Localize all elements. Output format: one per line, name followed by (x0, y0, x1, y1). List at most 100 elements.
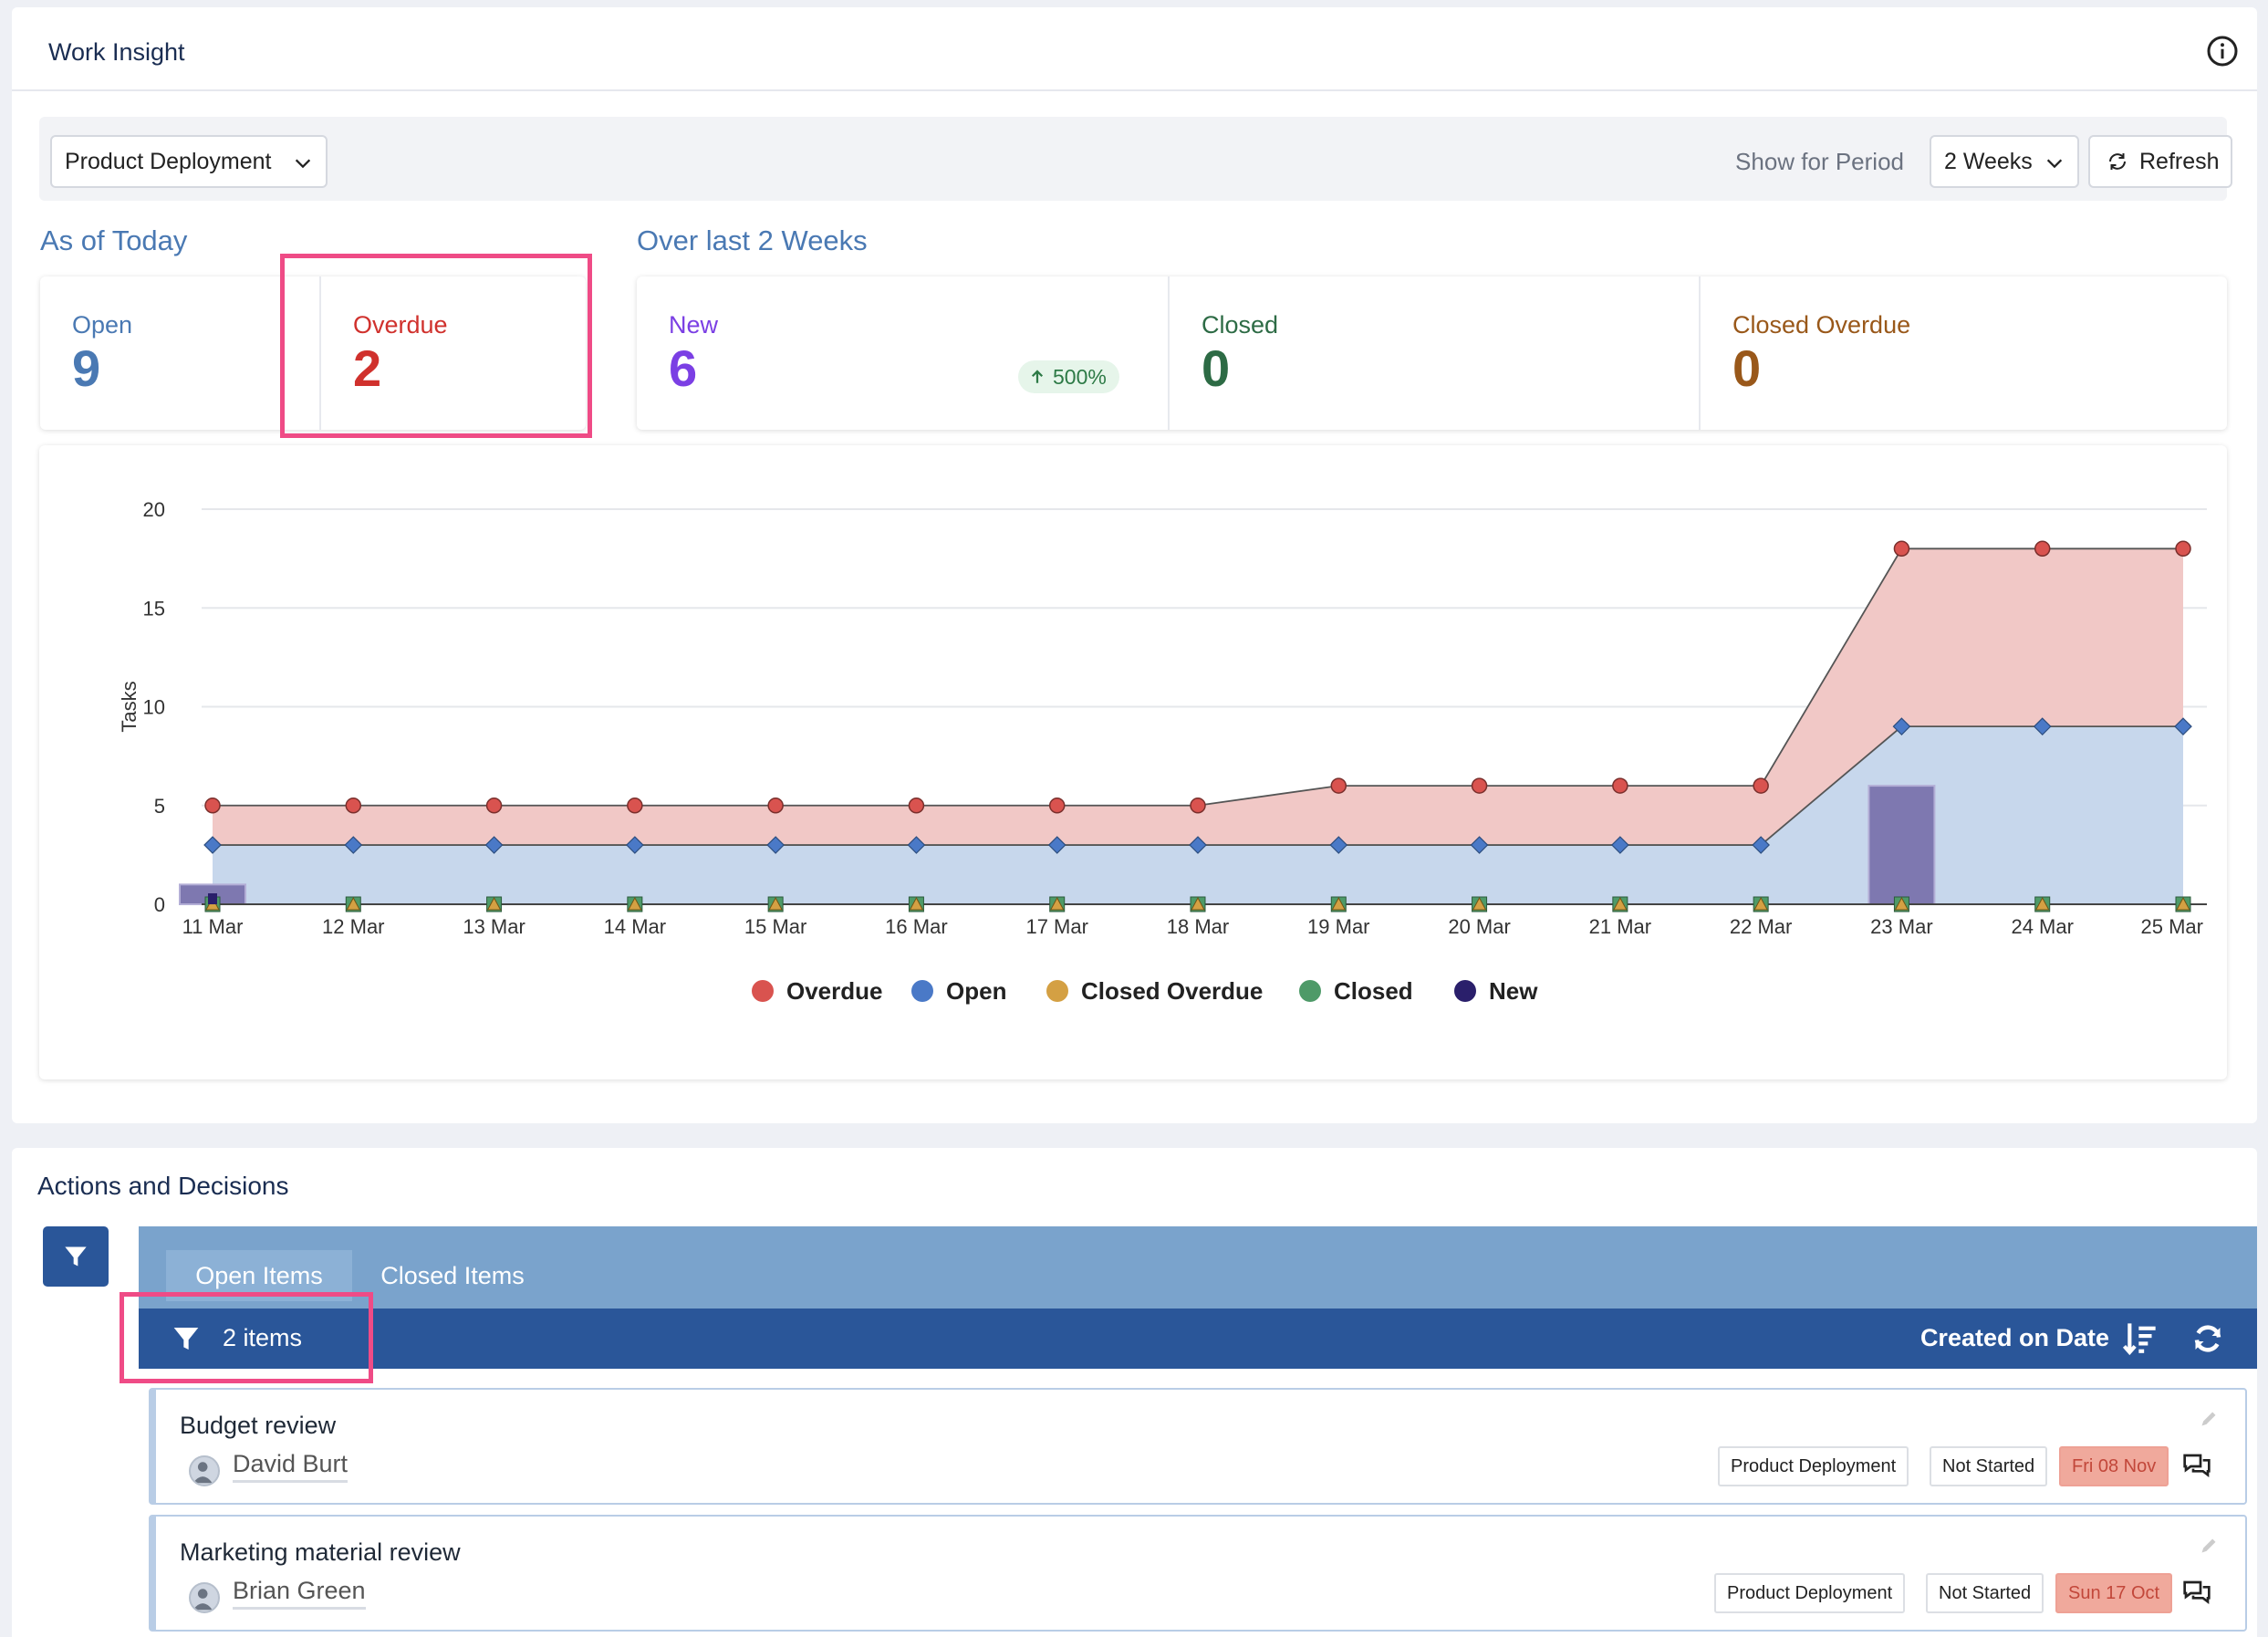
panel-title: Work Insight (48, 38, 185, 66)
filter-button[interactable] (43, 1226, 109, 1287)
period-stats-card: New 6 500% Closed 0 Closed Overdue 0 (637, 276, 2227, 430)
filter-toolbar: Product Deployment Show for Period 2 Wee… (39, 117, 2232, 201)
open-point (626, 836, 644, 854)
legend-label: Closed (1334, 977, 1413, 1005)
open-point (203, 836, 222, 854)
actions-title: Actions and Decisions (37, 1172, 289, 1200)
x-tick-label: 15 Mar (744, 915, 806, 938)
info-icon[interactable] (2206, 35, 2239, 68)
actions-decisions-panel: Actions and Decisions Open Items Closed … (12, 1148, 2257, 1637)
period-select[interactable]: 2 Weeks (1930, 135, 2079, 188)
items-header-bar: 2 items Created on Date (139, 1309, 2257, 1369)
closed-stat-value: 0 (1202, 339, 1231, 397)
legend-marker (1046, 980, 1068, 1002)
sort-descending-icon[interactable] (2122, 1320, 2159, 1357)
open-point (484, 836, 504, 854)
legend-label: Overdue (786, 977, 883, 1005)
x-tick-label: 18 Mar (1167, 915, 1229, 938)
legend-marker (1454, 980, 1476, 1002)
today-stats-card: Open 9 Overdue 2 (40, 276, 586, 430)
closed-overdue-point (628, 896, 642, 911)
due-date-tag[interactable]: Fri 08 Nov (2059, 1446, 2169, 1486)
y-tick-label: 10 (143, 696, 165, 719)
stat-divider (1168, 276, 1170, 430)
overdue-point (2034, 540, 2051, 558)
open-stat[interactable]: Open 9 (40, 276, 305, 430)
change-badge: 500% (1018, 360, 1119, 393)
x-tick-label: 11 Mar (182, 915, 244, 938)
overdue-point (767, 798, 784, 814)
list-item[interactable]: Budget review David Burt Product Deploym… (149, 1388, 2247, 1505)
x-tick-label: 23 Mar (1870, 915, 1932, 938)
open-point (1047, 836, 1066, 854)
x-tick-label: 22 Mar (1730, 915, 1792, 938)
closed-stat[interactable]: Closed 0 (1170, 276, 1699, 430)
legend-marker (1299, 980, 1321, 1002)
open-point (1892, 717, 1911, 735)
open-area (213, 726, 2183, 904)
new-stat[interactable]: New 6 500% (637, 276, 1168, 430)
overdue-point (1330, 777, 1347, 794)
comment-icon[interactable] (2181, 1579, 2212, 1608)
closed-overdue-stat[interactable]: Closed Overdue 0 (1701, 276, 2227, 430)
legend-marker (911, 980, 933, 1002)
item-person[interactable]: Brian Green (233, 1577, 366, 1610)
work-insight-panel: Work Insight Product Deployment Show for… (12, 7, 2257, 1123)
overdue-area (213, 548, 2183, 846)
overdue-stat-label: Overdue (353, 311, 448, 339)
x-tick-label: 14 Mar (604, 915, 666, 938)
chevron-down-icon (295, 159, 311, 169)
items-count: 2 items (223, 1324, 303, 1351)
open-point (1470, 836, 1489, 854)
change-badge-value: 500% (1053, 364, 1107, 389)
overdue-stat[interactable]: Overdue 2 (321, 276, 586, 430)
due-date-tag[interactable]: Sun 17 Oct (2055, 1573, 2173, 1613)
overdue-stat-value: 2 (353, 339, 382, 397)
open-point (907, 836, 926, 854)
item-person[interactable]: David Burt (233, 1450, 349, 1483)
overdue-point (1190, 798, 1206, 814)
y-tick-label: 20 (143, 498, 165, 521)
comment-icon[interactable] (2181, 1452, 2212, 1481)
project-tag[interactable]: Product Deployment (1714, 1573, 1906, 1613)
x-tick-label: 13 Mar (463, 915, 525, 938)
sync-icon[interactable] (2191, 1322, 2224, 1355)
new-point (208, 893, 217, 904)
status-tag[interactable]: Not Started (1926, 1573, 2044, 1613)
chevron-down-icon (2046, 159, 2063, 169)
tab-closed-items[interactable]: Closed Items (380, 1261, 525, 1289)
open-point (1189, 836, 1207, 854)
overdue-point (345, 798, 362, 814)
tasks-chart-svg: 0 5 10 15 20 Tasks 11 Mar 12 Mar 13 Mar 14 Mar 15 … (118, 498, 2207, 1005)
refresh-button[interactable]: Refresh (2088, 135, 2232, 188)
refresh-icon (2109, 153, 2126, 170)
status-tag[interactable]: Not Started (1930, 1446, 2048, 1486)
x-tick-label: 21 Mar (1589, 915, 1651, 938)
as-of-today-label: As of Today (40, 224, 188, 256)
legend-marker (752, 980, 774, 1002)
overdue-point (2175, 540, 2191, 558)
overdue-point (1471, 777, 1488, 794)
project-select[interactable]: Product Deployment (50, 135, 328, 188)
sort-label[interactable]: Created on Date (1919, 1324, 2109, 1351)
x-tick-label: 24 Mar (2011, 915, 2073, 938)
open-point (1329, 836, 1348, 854)
closed-overdue-point (2034, 896, 2050, 911)
panel-header: Work Insight (12, 7, 2257, 91)
closed-overdue-point (768, 896, 783, 911)
x-tick-label: 20 Mar (1448, 915, 1510, 938)
open-stat-value: 9 (72, 339, 101, 397)
open-point (2174, 717, 2192, 735)
pencil-icon[interactable] (2200, 1410, 2218, 1428)
pencil-icon[interactable] (2200, 1537, 2218, 1555)
project-tag[interactable]: Product Deployment (1718, 1446, 1909, 1486)
overdue-point (908, 798, 925, 814)
open-point (344, 836, 363, 854)
list-item[interactable]: Marketing material review Brian Green Pr… (149, 1515, 2247, 1632)
closed-stat-label: Closed (1202, 311, 1279, 339)
overdue-point (1048, 798, 1066, 814)
filter-icon[interactable] (172, 1324, 201, 1353)
closed-overdue-point (1049, 896, 1065, 911)
project-select-value: Product Deployment (65, 148, 272, 174)
tasks-chart: 0 5 10 15 20 Tasks 11 Mar 12 Mar 13 Mar 14 Mar 15 … (39, 445, 2227, 1079)
